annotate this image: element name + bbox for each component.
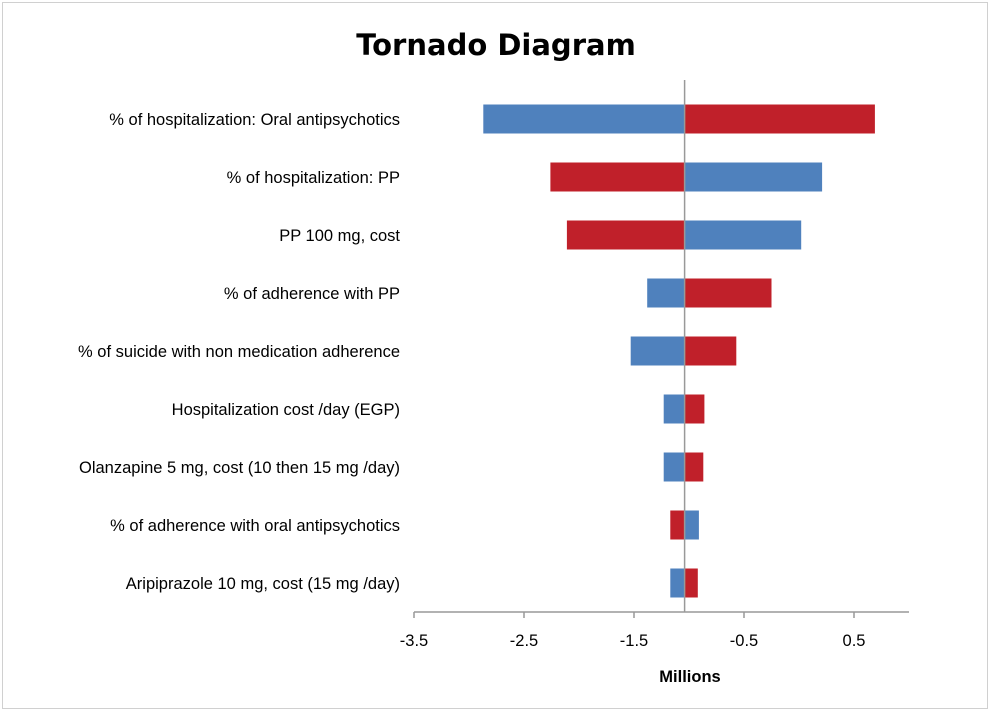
bar-low	[663, 452, 685, 482]
bar-high	[684, 104, 875, 134]
bar-low	[670, 568, 685, 598]
bar-low	[483, 104, 685, 134]
x-tick-label: -2.5	[510, 632, 538, 650]
bar-high	[684, 510, 699, 540]
bar-low	[550, 162, 685, 192]
x-tick-label: 0.5	[843, 632, 866, 650]
bar-high	[684, 568, 698, 598]
bar-low	[566, 220, 685, 250]
x-axis-label: Millions	[659, 668, 720, 686]
bar-low	[670, 510, 685, 540]
bar-high	[684, 278, 772, 308]
bar-high	[684, 336, 737, 366]
bar-low	[630, 336, 685, 366]
bar-low	[663, 394, 685, 424]
category-label: % of hospitalization: Oral antipsychotic…	[109, 111, 400, 129]
category-label: PP 100 mg, cost	[279, 227, 400, 245]
chart-title: Tornado Diagram	[356, 28, 636, 62]
category-label: Hospitalization cost /day (EGP)	[172, 401, 400, 419]
bar-high	[684, 394, 705, 424]
x-tick-label: -3.5	[400, 632, 428, 650]
x-tick-label: -0.5	[730, 632, 758, 650]
category-label: Aripiprazole 10 mg, cost (15 mg /day)	[126, 575, 400, 593]
category-label: % of adherence with oral antipsychotics	[110, 517, 400, 535]
x-tick-label: -1.5	[620, 632, 648, 650]
bar-high	[684, 162, 823, 192]
category-label: % of suicide with non medication adheren…	[78, 343, 400, 361]
category-label: Olanzapine 5 mg, cost (10 then 15 mg /da…	[79, 459, 400, 477]
bar-high	[684, 452, 704, 482]
category-label: % of adherence with PP	[224, 285, 400, 303]
bar-high	[684, 220, 802, 250]
category-label: % of hospitalization: PP	[227, 169, 400, 187]
bar-low	[647, 278, 685, 308]
